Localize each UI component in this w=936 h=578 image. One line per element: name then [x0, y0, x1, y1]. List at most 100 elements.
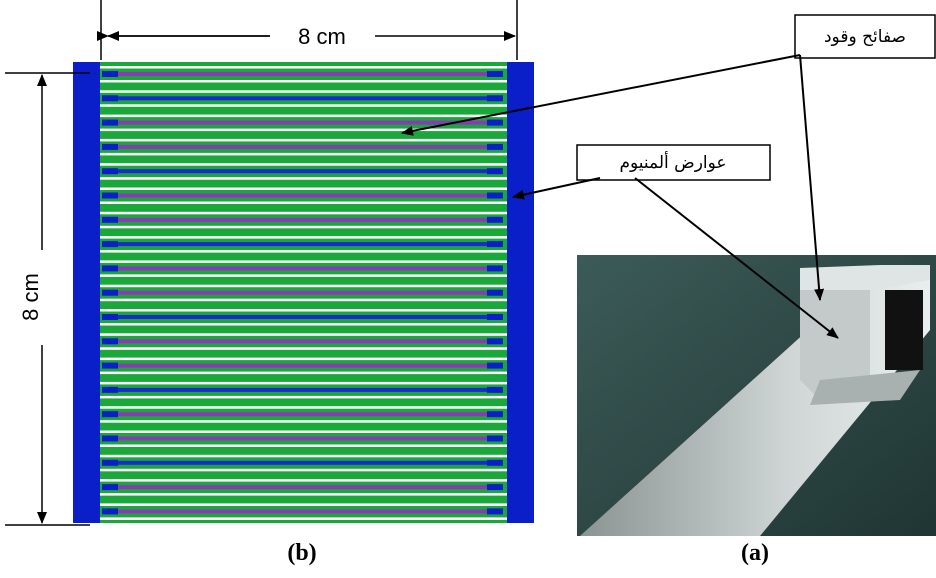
plate-end [487, 363, 503, 369]
coolant-gap [100, 323, 507, 326]
panel-label: (b) [287, 540, 316, 566]
plate-end [102, 338, 118, 344]
plate-end [487, 484, 503, 490]
plate-end [102, 265, 118, 271]
plate-end [102, 363, 118, 369]
side-beam [73, 62, 100, 523]
plate-end [102, 193, 118, 199]
plate-end [487, 193, 503, 199]
plate-end [102, 387, 118, 393]
coolant-gap [100, 260, 507, 263]
coolant-gap [100, 431, 507, 434]
fuel-meat [118, 485, 487, 489]
plate-end [487, 387, 503, 393]
fuel-meat [118, 169, 487, 173]
fuel-meat [118, 96, 487, 100]
plate-end [102, 314, 118, 320]
figure: 8 cm 8 cm صفائح وقود عوارض ألمنيوم (b) (… [0, 0, 936, 578]
coolant-gap [100, 479, 507, 482]
coolant-gap [100, 445, 507, 448]
fuel-meat [118, 291, 487, 295]
coolant-gap [100, 382, 507, 385]
plate-end [102, 71, 118, 77]
plate-end [487, 95, 503, 101]
coolant-gap [100, 455, 507, 458]
fuel-meat [118, 461, 487, 465]
coolant-gap [100, 212, 507, 215]
fuel-meat [118, 218, 487, 222]
fuel-element-drawing [73, 62, 534, 523]
fuel-meat [118, 194, 487, 198]
coolant-gap [100, 188, 507, 191]
plate-end [487, 265, 503, 271]
coolant-gap [100, 250, 507, 253]
coolant-gap [100, 153, 507, 156]
fuel-meat [118, 509, 487, 513]
coolant-gap [100, 115, 507, 118]
plate-end [487, 338, 503, 344]
coolant-gap [100, 517, 507, 520]
plate-end [487, 168, 503, 174]
coolant-gap [100, 420, 507, 423]
fuel-meat [118, 72, 487, 76]
coolant-gap [100, 139, 507, 142]
coolant-gap [100, 163, 507, 166]
coolant-gap [100, 333, 507, 336]
plate-end [102, 144, 118, 150]
coolant-gap [100, 469, 507, 472]
coolant-gap [100, 503, 507, 506]
coolant-gap [100, 347, 507, 350]
coolant-gap [100, 90, 507, 93]
fuel-meat [118, 145, 487, 149]
plate-end [102, 484, 118, 490]
coolant-gap [100, 66, 507, 69]
plate-end [102, 290, 118, 296]
fuel-meat [118, 339, 487, 343]
callout-label: صفائح وقود [824, 27, 906, 47]
plate-end [102, 411, 118, 417]
plate-end [487, 290, 503, 296]
height-label: 8 cm [18, 273, 43, 321]
coolant-gap [100, 274, 507, 277]
plate-end [487, 144, 503, 150]
coolant-gap [100, 493, 507, 496]
plate-end [102, 241, 118, 247]
fuel-meat [118, 437, 487, 441]
coolant-gap [100, 236, 507, 239]
plate-end [102, 95, 118, 101]
fuel-meat [118, 266, 487, 270]
callout-label: عوارض ألمنيوم [619, 151, 726, 173]
plate-end [487, 314, 503, 320]
fuel-meat [118, 242, 487, 246]
plate-end [487, 508, 503, 514]
coolant-gap [100, 80, 507, 83]
coolant-gap [100, 104, 507, 107]
fuel-meat [118, 121, 487, 125]
width-label: 8 cm [298, 24, 346, 49]
plate-end [102, 168, 118, 174]
panel-label: (a) [741, 540, 769, 566]
plate-end [487, 217, 503, 223]
coolant-gap [100, 226, 507, 229]
coolant-gap [100, 129, 507, 132]
coolant-gap [100, 285, 507, 288]
fuel-meat [118, 412, 487, 416]
coolant-gap [100, 309, 507, 312]
plate-end [102, 217, 118, 223]
fuel-meat [118, 364, 487, 368]
coolant-gap [100, 396, 507, 399]
photo [577, 255, 936, 536]
coolant-gap [100, 406, 507, 409]
plate-end [487, 71, 503, 77]
fuel-meat [118, 315, 487, 319]
coolant-gap [100, 177, 507, 180]
plate-end [487, 411, 503, 417]
coolant-gap [100, 299, 507, 302]
plate-end [487, 120, 503, 126]
plate-end [102, 120, 118, 126]
plate-end [102, 508, 118, 514]
side-beam [507, 62, 534, 523]
plate-end [487, 460, 503, 466]
plate-end [102, 460, 118, 466]
plate-end [102, 436, 118, 442]
